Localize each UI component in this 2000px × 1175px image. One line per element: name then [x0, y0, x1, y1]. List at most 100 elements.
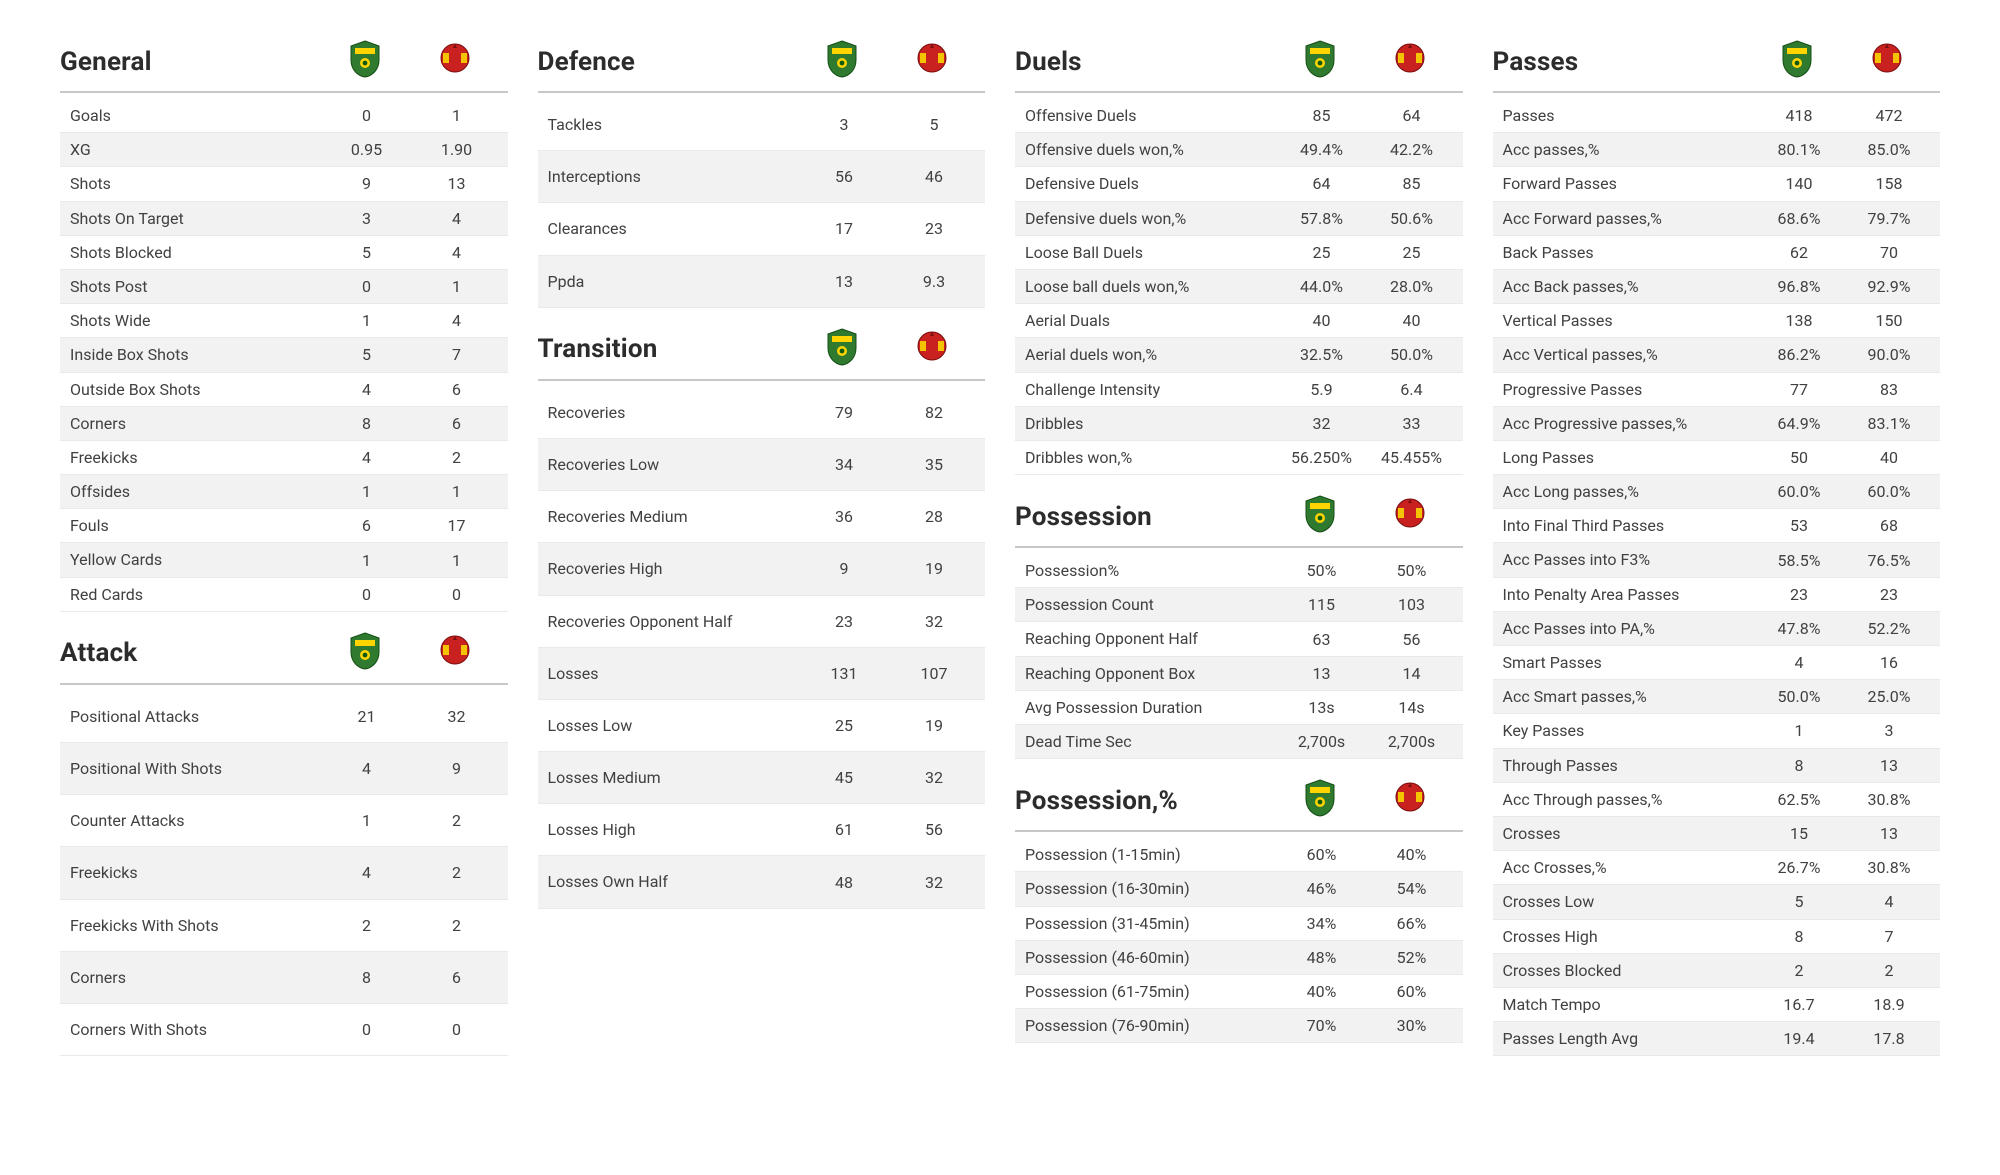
section-header-general: General: [60, 40, 508, 93]
stat-value-team1: 4: [322, 380, 412, 399]
stat-value-team1: 9: [799, 559, 889, 578]
stat-row-recoveries-high: Recoveries High919: [538, 543, 986, 595]
stat-value-team2: 5: [889, 115, 979, 134]
stat-value-team2: 6.4: [1367, 380, 1457, 399]
stat-value-team2: 54%: [1367, 879, 1457, 898]
stat-label: Acc Through passes,%: [1503, 790, 1755, 809]
stat-value-team1: 48%: [1277, 948, 1367, 967]
stat-label: Acc Passes into F3%: [1503, 550, 1755, 569]
stat-value-team2: 1: [412, 106, 502, 125]
stat-value-team1: 57.8%: [1277, 209, 1367, 228]
section-defence: Defence Tackles35Interceptions5646Cleara…: [538, 40, 986, 308]
stat-value-team2: 60%: [1367, 982, 1457, 1001]
stat-row-interceptions: Interceptions5646: [538, 151, 986, 203]
stat-row-reaching-opponent-half: Reaching Opponent Half6356: [1015, 622, 1463, 656]
stat-label: Losses Low: [548, 716, 800, 735]
stat-value-team1: 48: [799, 873, 889, 892]
stat-label: Possession (76-90min): [1025, 1016, 1277, 1035]
stat-label: Positional With Shots: [70, 759, 322, 778]
stat-row-match-tempo: Match Tempo16.718.9: [1493, 988, 1941, 1022]
team1-crest-icon: [1304, 779, 1336, 817]
stat-label: Corners With Shots: [70, 1020, 322, 1039]
stat-value-team1: 62: [1754, 243, 1844, 262]
stat-row-outside-box-shots: Outside Box Shots46: [60, 373, 508, 407]
stat-row-acc-vertical-passes: Acc Vertical passes,%86.2%90.0%: [1493, 338, 1941, 372]
stat-value-team1: 50: [1754, 448, 1844, 467]
stat-value-team1: 2: [1754, 961, 1844, 980]
stat-value-team2: 16: [1844, 653, 1934, 672]
stat-value-team2: 1: [412, 551, 502, 570]
stat-label: Into Penalty Area Passes: [1503, 585, 1755, 604]
stat-label: Inside Box Shots: [70, 345, 322, 364]
stat-row-counter-attacks: Counter Attacks12: [60, 795, 508, 847]
stat-value-team2: 6: [412, 414, 502, 433]
stat-row-recoveries-low: Recoveries Low3435: [538, 439, 986, 491]
stat-value-team2: 25.0%: [1844, 687, 1934, 706]
stat-label: Progressive Passes: [1503, 380, 1755, 399]
stat-label: Yellow Cards: [70, 550, 322, 569]
stat-value-team2: 92.9%: [1844, 277, 1934, 296]
stat-row-positional-attacks: Positional Attacks2132: [60, 691, 508, 743]
stat-row-acc-back-passes: Acc Back passes,%96.8%92.9%: [1493, 270, 1941, 304]
stat-label: Crosses: [1503, 824, 1755, 843]
stat-value-team2: 1: [412, 482, 502, 501]
section-duels: Duels Offensive Duels8564Offensive duels…: [1015, 40, 1463, 475]
stat-value-team1: 5: [1754, 892, 1844, 911]
stat-value-team2: 0: [412, 1020, 502, 1039]
stat-row-crosses-blocked: Crosses Blocked22: [1493, 954, 1941, 988]
stat-row-clearances: Clearances1723: [538, 203, 986, 255]
stat-row-crosses-high: Crosses High87: [1493, 920, 1941, 954]
stat-row-challenge-intensity: Challenge Intensity5.96.4: [1015, 373, 1463, 407]
stat-value-team2: 32: [889, 873, 979, 892]
team2-crest-icon: [916, 40, 948, 78]
stat-value-team1: 56.250%: [1277, 448, 1367, 467]
stat-row-shots-wide: Shots Wide14: [60, 304, 508, 338]
stat-value-team1: 0: [322, 1020, 412, 1039]
section-title-general: General: [60, 47, 320, 77]
stat-row-losses: Losses131107: [538, 648, 986, 700]
stat-value-team2: 17: [412, 516, 502, 535]
stat-row-into-penalty-area-passes: Into Penalty Area Passes2323: [1493, 578, 1941, 612]
stat-value-team1: 0: [322, 106, 412, 125]
stat-row-aerial-duels-won: Aerial duels won,%32.5%50.0%: [1015, 338, 1463, 372]
stat-label: Reaching Opponent Half: [1025, 629, 1277, 648]
stat-label: Acc Forward passes,%: [1503, 209, 1755, 228]
stat-value-team2: 76.5%: [1844, 551, 1934, 570]
stat-label: Losses: [548, 664, 800, 683]
stat-row-positional-with-shots: Positional With Shots49: [60, 743, 508, 795]
stat-label: Dribbles won,%: [1025, 448, 1277, 467]
stat-label: Possession (61-75min): [1025, 982, 1277, 1001]
stat-value-team2: 50%: [1367, 561, 1457, 580]
stat-value-team2: 2: [412, 448, 502, 467]
stat-value-team1: 4: [1754, 653, 1844, 672]
stat-value-team2: 2: [1844, 961, 1934, 980]
stat-row-long-passes: Long Passes5040: [1493, 441, 1941, 475]
stat-row-possession-31-45min: Possession (31-45min)34%66%: [1015, 907, 1463, 941]
section-possession: Possession,% Possession (1-15min)60%40%P…: [1015, 779, 1463, 1043]
stat-row-acc-smart-passes: Acc Smart passes,%50.0%25.0%: [1493, 680, 1941, 714]
stat-row-into-final-third-passes: Into Final Third Passes5368: [1493, 509, 1941, 543]
stat-value-team1: 17: [799, 219, 889, 238]
stat-value-team1: 3: [322, 209, 412, 228]
section-general: General Goals01XG0.951.90Shots913Shots O…: [60, 40, 508, 612]
stat-label: Acc Progressive passes,%: [1503, 414, 1755, 433]
stat-value-team2: 68: [1844, 516, 1934, 535]
stat-value-team1: 13s: [1277, 698, 1367, 717]
stat-value-team1: 16.7: [1754, 995, 1844, 1014]
stat-value-team1: 47.8%: [1754, 619, 1844, 638]
stat-row-offensive-duels-won: Offensive duels won,%49.4%42.2%: [1015, 133, 1463, 167]
stat-label: Forward Passes: [1503, 174, 1755, 193]
stat-value-team2: 42.2%: [1367, 140, 1457, 159]
stat-label: Recoveries Low: [548, 455, 800, 474]
stat-value-team2: 56: [889, 820, 979, 839]
stat-value-team2: 40%: [1367, 845, 1457, 864]
stat-row-losses-own-half: Losses Own Half4832: [538, 856, 986, 908]
stat-row-inside-box-shots: Inside Box Shots57: [60, 338, 508, 372]
stat-value-team2: 150: [1844, 311, 1934, 330]
team1-crest-icon: [349, 40, 381, 78]
team2-crest-icon: [1394, 40, 1426, 78]
stat-value-team1: 86.2%: [1754, 345, 1844, 364]
stat-label: Crosses Blocked: [1503, 961, 1755, 980]
stat-row-reaching-opponent-box: Reaching Opponent Box1314: [1015, 657, 1463, 691]
stat-row-possession: Possession%50%50%: [1015, 554, 1463, 588]
